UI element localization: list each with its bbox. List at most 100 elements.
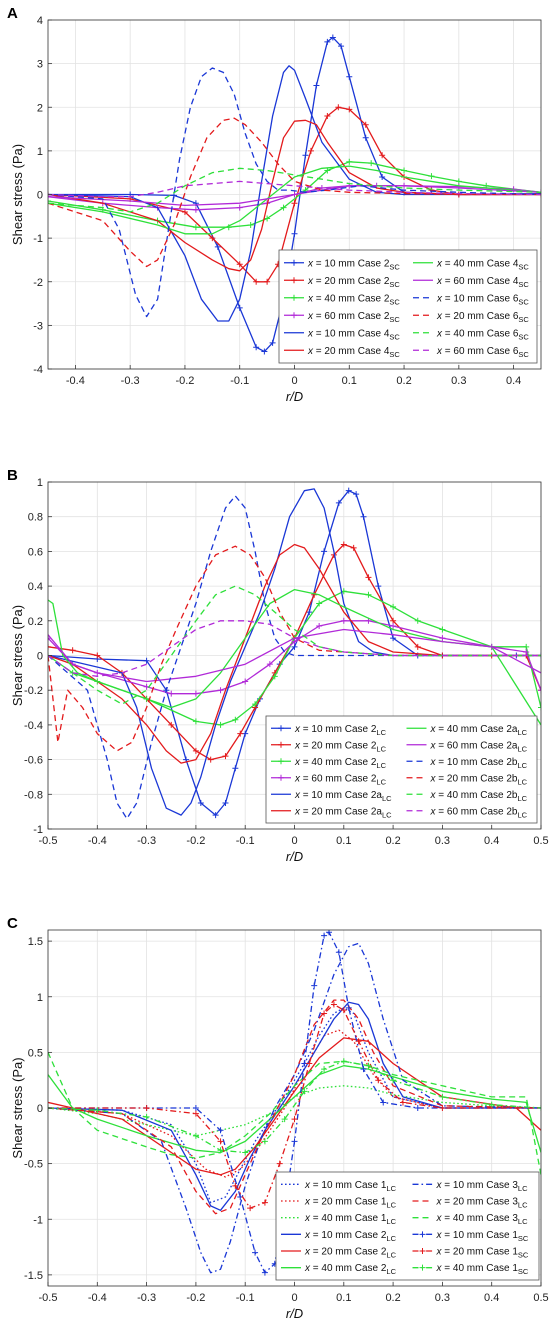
data-point (428, 173, 435, 180)
y-axis-label: Shear stress (Pa) (10, 1057, 25, 1158)
y-tick-label: 0 (37, 190, 43, 202)
data-point (428, 187, 435, 194)
data-point (197, 799, 204, 806)
data-point (291, 200, 298, 207)
legend-label: x = 10 mm Case 2LC (294, 724, 387, 737)
data-point (488, 1101, 495, 1108)
series-line (48, 165, 541, 235)
data-point (362, 121, 369, 128)
legend-marker (291, 294, 297, 301)
x-tick-label: -0.4 (88, 1292, 107, 1304)
y-tick-label: -1.5 (24, 1270, 43, 1282)
data-point (217, 1147, 224, 1154)
legend-label: x = 60 mm Case 6SC (436, 346, 529, 359)
x-tick-label: 0 (291, 1292, 297, 1304)
legend-label: x = 20 mm Case 2bLC (430, 773, 528, 786)
legend-marker (278, 774, 284, 781)
legend-label: x = 20 mm Case 4SC (307, 346, 400, 359)
data-point (236, 204, 243, 211)
data-point (321, 548, 328, 555)
data-point (399, 1099, 406, 1106)
legend: x = 10 mm Case 2SC x = 20 mm Case 2SC x = … (278, 249, 538, 364)
series-line (48, 185, 541, 211)
data-point (232, 1182, 239, 1189)
x-tick-label: 0.1 (336, 835, 351, 847)
legend-marker (291, 259, 297, 266)
data-point (281, 1116, 288, 1123)
data-point (192, 1132, 199, 1139)
data-point (340, 541, 347, 548)
data-point (48, 643, 51, 650)
series-line (48, 488, 541, 816)
data-point (217, 1127, 224, 1134)
data-point (360, 513, 367, 520)
data-point (362, 134, 369, 141)
data-point (375, 583, 382, 590)
series-line (48, 931, 541, 1274)
y-tick-label: -4 (33, 364, 43, 376)
x-tick-label: 0.3 (435, 835, 450, 847)
data-point (313, 82, 320, 89)
data-point (222, 753, 229, 760)
data-point (236, 304, 243, 311)
x-tick-label: 0.2 (396, 375, 411, 387)
x-tick-label: -0.1 (236, 835, 255, 847)
data-point (247, 222, 254, 229)
data-point (350, 544, 357, 551)
x-tick-label: 0.2 (385, 835, 400, 847)
legend-label: x = 40 mm Case 2aLC (430, 724, 528, 737)
panel-b: B -0.5 -0.4 -0.3 -0.2 -0.1 0 0.1 0.2 0.3 0.4 0.5 -1 -… (7, 467, 549, 864)
data-point (538, 1105, 541, 1111)
legend-label: x = 20 mm Case 2LC (304, 1247, 397, 1260)
legend-label: x = 10 mm Case 4SC (307, 328, 400, 341)
series-line (48, 942, 541, 1274)
legend-label: x = 60 mm Case 2bLC (430, 806, 528, 819)
legend-label: x = 40 mm Case 2bLC (430, 790, 528, 803)
data-point (355, 1038, 362, 1045)
legend-marker (419, 1231, 426, 1238)
legend-label: x = 10 mm Case 1SC (436, 1230, 529, 1243)
x-axis-label: r/D (286, 849, 303, 864)
x-tick-label: -0.4 (88, 835, 107, 847)
series-line (48, 1060, 541, 1154)
data-point (340, 617, 347, 624)
data-point (209, 235, 216, 242)
x-tick-label: 0.3 (435, 1292, 450, 1304)
legend-label: x = 20 mm Case 3LC (436, 1197, 529, 1210)
series-line (48, 620, 541, 677)
series-line (48, 495, 541, 820)
legend-label: x = 10 mm Case 2LC (304, 1230, 397, 1243)
y-tick-label: 0 (37, 1103, 43, 1115)
y-tick-label: -0.2 (24, 685, 43, 697)
x-tick-label: -0.1 (230, 375, 249, 387)
data-point (335, 949, 342, 956)
legend-label: x = 40 mm Case 3LC (436, 1213, 529, 1226)
data-point (439, 1093, 446, 1100)
data-point (253, 278, 260, 285)
series-group (48, 487, 541, 820)
data-point (346, 73, 353, 80)
data-point (380, 1099, 387, 1106)
legend-label: x = 40 mm Case 4SC (436, 258, 529, 271)
data-point (321, 1066, 328, 1073)
data-point (168, 690, 175, 697)
x-tick-label: 0.5 (533, 1292, 548, 1304)
data-point (345, 1004, 352, 1011)
series-line (48, 588, 541, 726)
data-point (330, 1001, 337, 1008)
legend-label: x = 10 mm Case 2SC (307, 258, 400, 271)
series-line (48, 620, 541, 695)
legend-label: x = 20 mm Case 2LC (294, 740, 387, 753)
data-point (276, 1160, 283, 1167)
series-line (48, 1001, 541, 1211)
legend-label: x = 40 mm Case 2SC (307, 293, 400, 306)
series-line (48, 1052, 541, 1175)
series-group (48, 930, 541, 1276)
legend-marker (278, 758, 284, 765)
legend-label: x = 10 mm Case 2bLC (430, 757, 528, 770)
data-point (253, 344, 260, 351)
series-group (48, 34, 541, 355)
series-line (48, 167, 541, 213)
data-point (291, 638, 298, 645)
